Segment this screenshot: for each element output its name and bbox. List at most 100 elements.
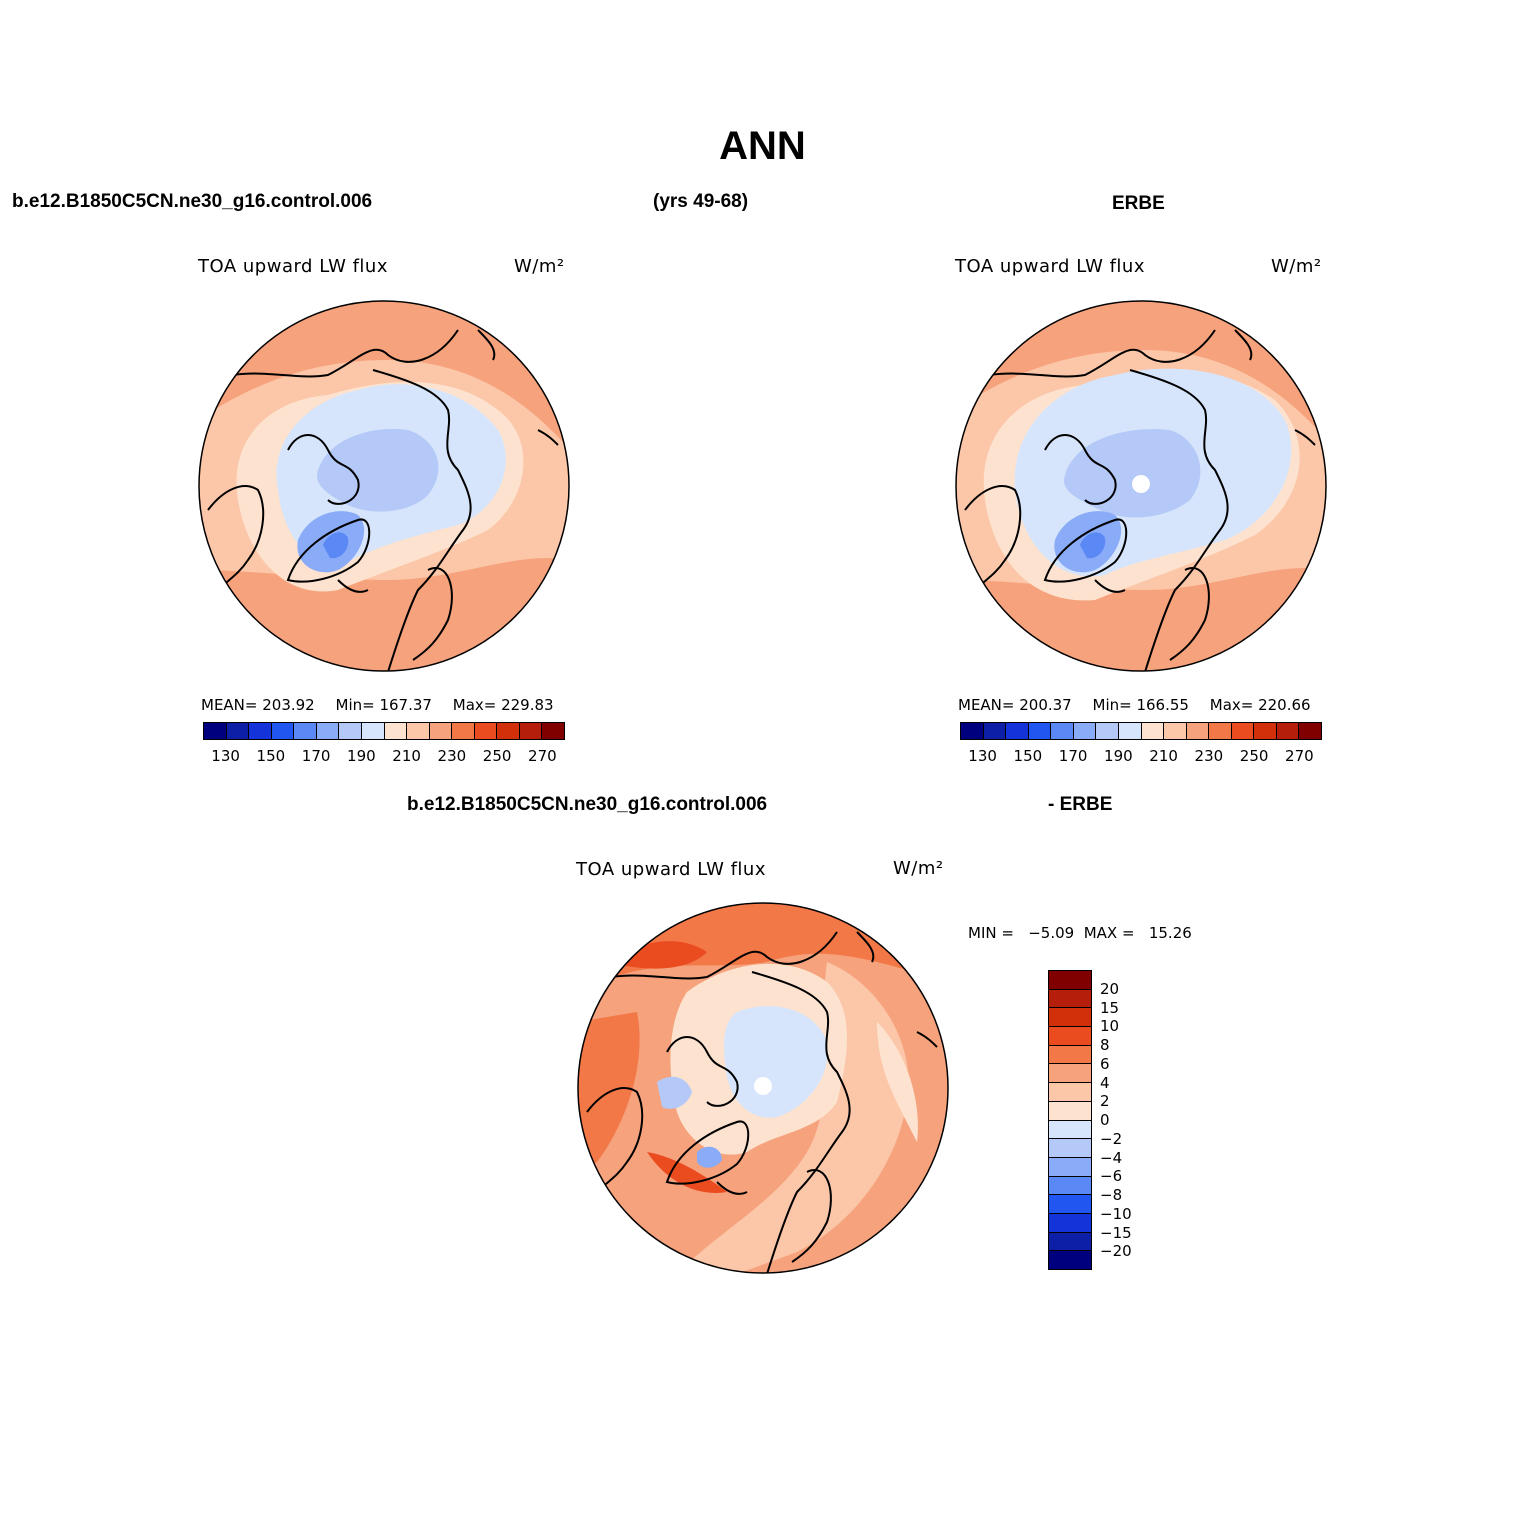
panel1-coastlines bbox=[207, 329, 559, 671]
diff-field-hot-top bbox=[607, 941, 707, 969]
panel1-colorbar-box bbox=[226, 723, 250, 739]
diff-colorbar-label: 20 bbox=[1100, 979, 1120, 998]
panel1-colorbar-label: 250 bbox=[482, 747, 512, 765]
panel1-colorbar-box bbox=[519, 723, 543, 739]
diff-colorbar-label: 8 bbox=[1100, 1036, 1110, 1054]
panel1-colorbar-label: 210 bbox=[392, 747, 421, 765]
diff-field-faint-right bbox=[877, 1022, 918, 1142]
panel2-colorbar-box bbox=[1209, 723, 1232, 739]
panel2-colorbar-box bbox=[983, 723, 1007, 739]
diff-colorbar-box bbox=[1049, 1176, 1091, 1196]
diff-colorbar-box bbox=[1049, 1157, 1091, 1177]
panel2-colorbar-box bbox=[1299, 723, 1321, 739]
diff-obs-header: - ERBE bbox=[1048, 794, 1113, 815]
panel2-colorbar-box bbox=[1118, 723, 1142, 739]
diff-colorbar-box bbox=[1049, 1195, 1091, 1214]
panel2-field-colder bbox=[1064, 429, 1201, 518]
diff-colorbar-box bbox=[1049, 1045, 1091, 1065]
panel1-colorbar bbox=[203, 722, 565, 740]
panel2-colorbar-box bbox=[1276, 723, 1300, 739]
panel1-polar-map bbox=[198, 300, 570, 672]
panel1-units: W/m² bbox=[514, 256, 565, 277]
obs-header: ERBE bbox=[1112, 193, 1165, 214]
years-header: (yrs 49-68) bbox=[653, 191, 749, 212]
panel2-colorbar-label: 210 bbox=[1149, 747, 1178, 765]
panel2-pole-gap bbox=[1132, 475, 1150, 493]
case-name-header: b.e12.B1850C5CN.ne30_g16.control.006 bbox=[12, 191, 373, 212]
panel1-colorbar-box bbox=[361, 723, 385, 739]
diff-colorbar-box bbox=[1049, 1064, 1091, 1084]
panel2-colorbar-label: 270 bbox=[1285, 747, 1314, 765]
panel2-mean: MEAN= 200.37 bbox=[958, 696, 1072, 714]
panel1-colorbar-label: 270 bbox=[528, 747, 557, 765]
diff-colorbar-label: −10 bbox=[1100, 1204, 1132, 1223]
panel1-colorbar-label: 150 bbox=[256, 747, 286, 765]
panel2-min: Min= 166.55 bbox=[1092, 696, 1189, 714]
panel2-colorbar-box bbox=[1141, 723, 1165, 739]
panel2-colorbar bbox=[960, 722, 1322, 740]
diff-colorbar-box bbox=[1049, 1139, 1091, 1158]
panel2-colorbar-label: 130 bbox=[968, 747, 997, 765]
panel1-colorbar-box bbox=[249, 723, 272, 739]
panel1-greenland-core bbox=[323, 532, 349, 559]
diff-case-header: b.e12.B1850C5CN.ne30_g16.control.006 bbox=[407, 794, 768, 815]
panel2-colorbar-box bbox=[1006, 723, 1029, 739]
diff-coastlines bbox=[586, 931, 938, 1273]
diff-colorbar bbox=[1048, 970, 1092, 1270]
diff-colorbar-box bbox=[1049, 1027, 1091, 1046]
diff-colorbar-label: 2 bbox=[1100, 1092, 1110, 1111]
diff-colorbar-box bbox=[1049, 1232, 1091, 1252]
diff-colorbar-label: −15 bbox=[1100, 1223, 1132, 1242]
diff-field-slight-negative bbox=[724, 1006, 828, 1118]
diff-field-light-right bbox=[677, 962, 909, 1273]
panel2-coastlines bbox=[964, 329, 1316, 671]
panel2-colorbar-box bbox=[1231, 723, 1255, 739]
panel1-colorbar-box bbox=[339, 723, 362, 739]
panel1-colorbar-label: 190 bbox=[347, 747, 376, 765]
panel1-colorbar-box bbox=[542, 723, 564, 739]
diff-field-negative-greenland bbox=[697, 1146, 722, 1168]
panel2-title: TOA upward LW flux bbox=[955, 256, 1145, 277]
diff-colorbar-label: 15 bbox=[1100, 998, 1120, 1017]
panel2-colorbar-label: 230 bbox=[1194, 747, 1224, 765]
panel1-colorbar-label: 130 bbox=[211, 747, 240, 765]
diff-field-hot-greenland-coast bbox=[647, 1152, 727, 1193]
diff-colorbar-label: −4 bbox=[1100, 1148, 1123, 1167]
panel1-title: TOA upward LW flux bbox=[198, 256, 388, 277]
panel2-colorbar-label: 250 bbox=[1239, 747, 1269, 765]
diff-colorbar-box bbox=[1049, 1101, 1091, 1121]
panel2-colorbar-box bbox=[1254, 723, 1277, 739]
panel1-colorbar-box bbox=[294, 723, 317, 739]
panel2-colorbar-box bbox=[1073, 723, 1097, 739]
panel1-colorbar-box bbox=[384, 723, 408, 739]
diff-pole-gap bbox=[754, 1077, 772, 1095]
panel1-colorbar-box bbox=[497, 723, 520, 739]
main-title: ANN bbox=[719, 124, 806, 168]
panel1-min: Min= 167.37 bbox=[335, 696, 432, 714]
panel1-colorbar-box bbox=[474, 723, 498, 739]
diff-map-boundary bbox=[577, 902, 949, 1274]
panel2-colorbar-box bbox=[1164, 723, 1187, 739]
panel2-colorbar-label: 170 bbox=[1058, 747, 1088, 765]
panel1-colorbar-box bbox=[316, 723, 340, 739]
diff-colorbar-box bbox=[1049, 971, 1091, 990]
panel1-colorbar-box bbox=[429, 723, 453, 739]
diff-colorbar-label: −20 bbox=[1100, 1242, 1132, 1261]
panel1-colorbar-label: 230 bbox=[437, 747, 467, 765]
diff-colorbar-box bbox=[1049, 1083, 1091, 1102]
panel1-stats: MEAN= 203.92 Min= 167.37 Max= 229.83 bbox=[201, 696, 554, 714]
panel1-colorbar-box bbox=[271, 723, 295, 739]
diff-colorbar-box bbox=[1049, 1008, 1091, 1028]
diff-panel-title: TOA upward LW flux bbox=[576, 859, 766, 880]
diff-field-negative-left bbox=[657, 1076, 692, 1109]
panel2-max: Max= 220.66 bbox=[1209, 696, 1311, 714]
diff-polar-map bbox=[577, 902, 949, 1274]
diff-colorbar-label: −6 bbox=[1100, 1167, 1123, 1186]
diff-panel-units: W/m² bbox=[893, 858, 944, 879]
panel1-mean: MEAN= 203.92 bbox=[201, 696, 315, 714]
diff-colorbar-label: 10 bbox=[1100, 1017, 1120, 1036]
panel1-map-boundary bbox=[198, 300, 570, 672]
panel2-units: W/m² bbox=[1271, 256, 1322, 277]
panel1-colorbar-box bbox=[452, 723, 475, 739]
panel2-stats: MEAN= 200.37 Min= 166.55 Max= 220.66 bbox=[958, 696, 1311, 714]
